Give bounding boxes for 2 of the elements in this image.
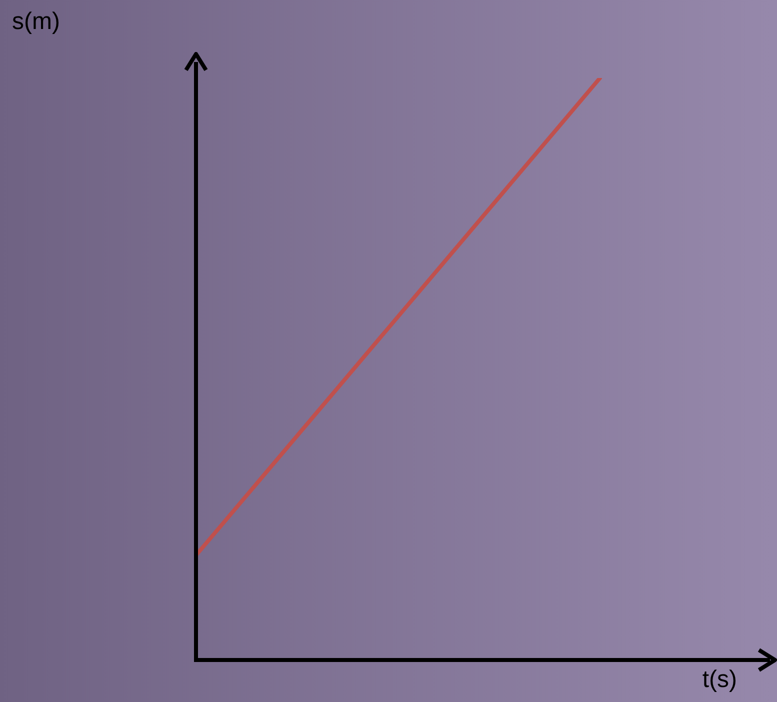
x-axis-title: t(s) (702, 666, 737, 694)
text: s(m) (12, 8, 60, 36)
